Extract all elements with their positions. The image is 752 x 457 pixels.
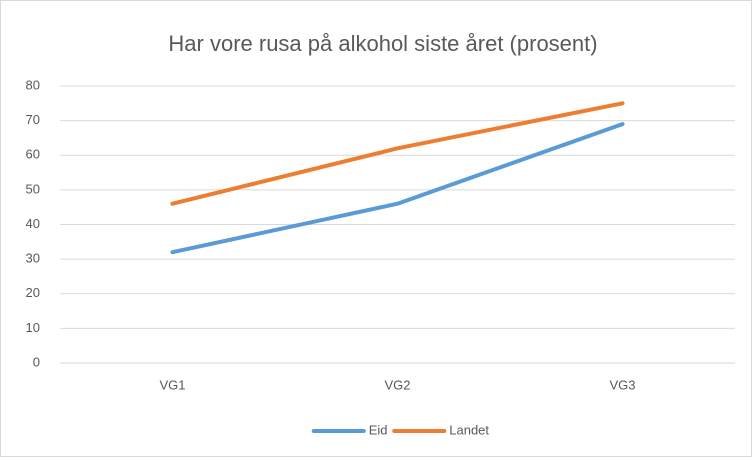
line-series <box>170 122 625 255</box>
y-tick-label: 30 <box>26 251 40 266</box>
y-tick-label: 60 <box>26 147 40 162</box>
x-tick-label: VG1 <box>159 377 185 392</box>
line-series <box>170 101 625 206</box>
x-tick-label: VG2 <box>384 377 410 392</box>
chart-title: Har vore rusa på alkohol siste året (pro… <box>168 31 597 56</box>
y-tick-label: 70 <box>26 112 40 127</box>
y-tick-label: 40 <box>26 216 40 231</box>
y-tick-label: 10 <box>26 320 40 335</box>
legend-label: Eid <box>369 422 388 437</box>
y-tick-label: 20 <box>26 285 40 300</box>
y-tick-label: 80 <box>26 77 40 92</box>
x-tick-label: VG3 <box>609 377 635 392</box>
legend-label: Landet <box>449 422 489 437</box>
y-tick-label: 0 <box>33 354 40 369</box>
y-tick-label: 50 <box>26 181 40 196</box>
